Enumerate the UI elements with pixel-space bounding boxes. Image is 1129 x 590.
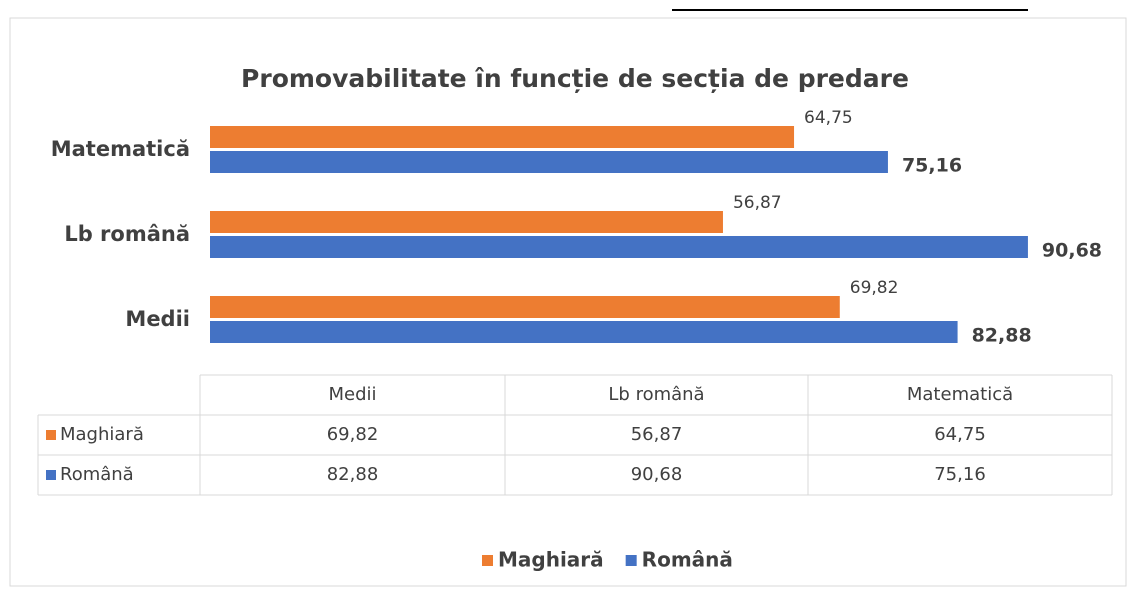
value-label: 75,16 (902, 155, 962, 177)
bar (210, 151, 888, 173)
legend-label: Română (642, 548, 733, 572)
table-legend-key (46, 470, 56, 480)
legend-key (625, 555, 637, 566)
table-header: Lb română (608, 384, 704, 405)
table-header: Matematică (907, 384, 1013, 405)
bar (210, 321, 958, 343)
table-cell: 82,88 (327, 464, 379, 485)
category-label: Matematică (51, 137, 190, 161)
chart-title: Promovabilitate în funcție de secția de … (241, 64, 909, 93)
table-row-label: Română (60, 464, 134, 485)
bar (210, 211, 723, 233)
legend-key (482, 555, 493, 566)
table-cell: 56,87 (631, 424, 683, 445)
bar (210, 236, 1028, 258)
table-row-label: Maghiară (60, 424, 144, 445)
table-cell: 69,82 (327, 424, 379, 445)
table-header: Medii (328, 384, 376, 405)
value-label: 64,75 (804, 108, 853, 128)
category-label: Medii (125, 307, 190, 331)
value-label: 56,87 (733, 193, 782, 213)
value-label: 90,68 (1042, 240, 1102, 262)
value-label: 69,82 (850, 278, 899, 298)
legend-label: Maghiară (498, 548, 604, 572)
table-cell: 64,75 (934, 424, 986, 445)
value-label: 82,88 (972, 325, 1032, 347)
table-legend-key (46, 430, 56, 440)
bar (210, 296, 840, 318)
table-cell: 90,68 (631, 464, 683, 485)
table-cell: 75,16 (934, 464, 986, 485)
category-label: Lb română (64, 222, 190, 246)
bar (210, 126, 795, 148)
